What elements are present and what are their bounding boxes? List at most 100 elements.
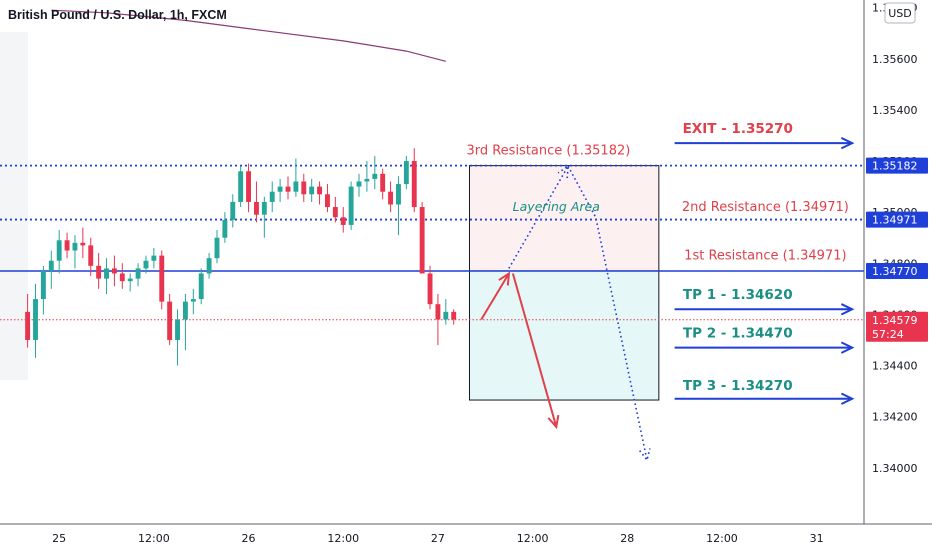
candle (127, 273, 133, 292)
x-axis[interactable]: 25 12:00 26 12:00 27 12:00 28 12:00 31 (52, 532, 823, 545)
price-tag: 1.34770 (866, 262, 928, 279)
arrows-layer (480, 137, 855, 462)
candle-body (261, 201, 267, 215)
candle (182, 293, 188, 351)
candle-body (403, 161, 409, 185)
candle (380, 168, 386, 200)
candle (340, 207, 346, 233)
candle-body (293, 181, 299, 192)
candle (277, 178, 283, 202)
moving-average-line (51, 9, 446, 62)
x-tick-label: 27 (431, 532, 445, 545)
price-tag-text: 1.34971 (872, 214, 918, 227)
candle-body (340, 217, 346, 225)
dotted-down-arrow (567, 165, 651, 462)
candle (64, 232, 70, 259)
candle-body (309, 186, 315, 195)
price-tag: 1.35182 (866, 157, 928, 174)
candle-body (25, 311, 31, 340)
tp3-arrow-head (840, 392, 855, 405)
price-tag-text: 1.34579 (872, 314, 918, 327)
main-down-arrow (511, 273, 560, 430)
x-tick-label: 12:00 (327, 532, 359, 545)
candle (269, 181, 275, 213)
currency-button[interactable]: USD (884, 2, 916, 24)
candle-body (111, 268, 117, 274)
candle-body (222, 219, 228, 238)
candle (175, 309, 180, 366)
candle (198, 268, 204, 305)
candle (96, 253, 102, 289)
x-tick-label: 28 (620, 532, 634, 545)
candle-body (253, 201, 259, 215)
candle-body (230, 201, 236, 220)
small-up-arrow (480, 271, 511, 321)
candle-body (80, 242, 86, 246)
candle-body (56, 240, 62, 261)
candle-body (151, 255, 157, 261)
candle (317, 181, 323, 205)
x-tick-label: 12:00 (706, 532, 738, 545)
candle-body (48, 260, 54, 271)
small-up-arrow-head (498, 271, 511, 286)
y-tick-label: 1.35600 (872, 53, 918, 66)
candle (411, 148, 417, 213)
candle (72, 235, 78, 269)
y-tick-label: 1.34000 (872, 462, 918, 475)
resistance-zone (468, 165, 660, 272)
currency-button-frame (884, 2, 916, 24)
candle (372, 155, 378, 190)
candle-body (372, 173, 378, 179)
candle-body (356, 181, 362, 187)
candle (396, 176, 401, 236)
candle (246, 163, 251, 213)
candle (33, 283, 38, 358)
candle-body (348, 186, 354, 225)
candle (332, 196, 338, 223)
candle (80, 227, 86, 259)
y-tick-label: 1.35400 (872, 104, 918, 117)
candle-body (277, 186, 283, 192)
third-resistance-label: 3rd Resistance (1.35182) (466, 144, 630, 159)
candle (135, 263, 141, 287)
tp1-arrow (674, 303, 855, 316)
x-tick-label: 31 (810, 532, 824, 545)
candle-body (190, 299, 196, 302)
tp3-label: TP 3 - 1.34270 (683, 378, 793, 394)
candle-body (411, 161, 417, 208)
exit-arrow-head (840, 137, 855, 150)
y-tick-label: 1.34200 (872, 411, 918, 424)
tp2-arrow (674, 341, 855, 354)
candle (48, 250, 54, 289)
candle-body (33, 299, 38, 340)
candle-body (119, 273, 125, 282)
candle (40, 265, 46, 315)
tp1-label: TP 1 - 1.34620 (683, 287, 793, 303)
candle (230, 194, 236, 228)
main-down-arrow-head (547, 414, 560, 430)
candle (309, 178, 315, 202)
candle-body (269, 191, 275, 202)
candle-body (364, 178, 370, 182)
annotations-layer: 3rd Resistance (1.35182) EXIT - 1.35270 La… (466, 121, 848, 394)
candle-body (325, 194, 330, 208)
layering-area-label: Layering Area (513, 199, 600, 214)
candle (419, 201, 425, 274)
candle (56, 230, 62, 274)
candle-body (427, 273, 433, 305)
candle (111, 255, 117, 287)
left-shade-panel (0, 32, 28, 380)
candle-body (64, 240, 70, 251)
price-tag-bg (866, 311, 928, 342)
candle-body (182, 301, 188, 320)
candle (151, 247, 157, 269)
price-tag-bg (866, 211, 928, 228)
candle-body (175, 319, 180, 340)
tp2-arrow-head (840, 341, 855, 354)
candle-body (206, 258, 212, 274)
candle-body (396, 184, 401, 205)
candle-body (72, 242, 78, 251)
candle (364, 161, 370, 192)
